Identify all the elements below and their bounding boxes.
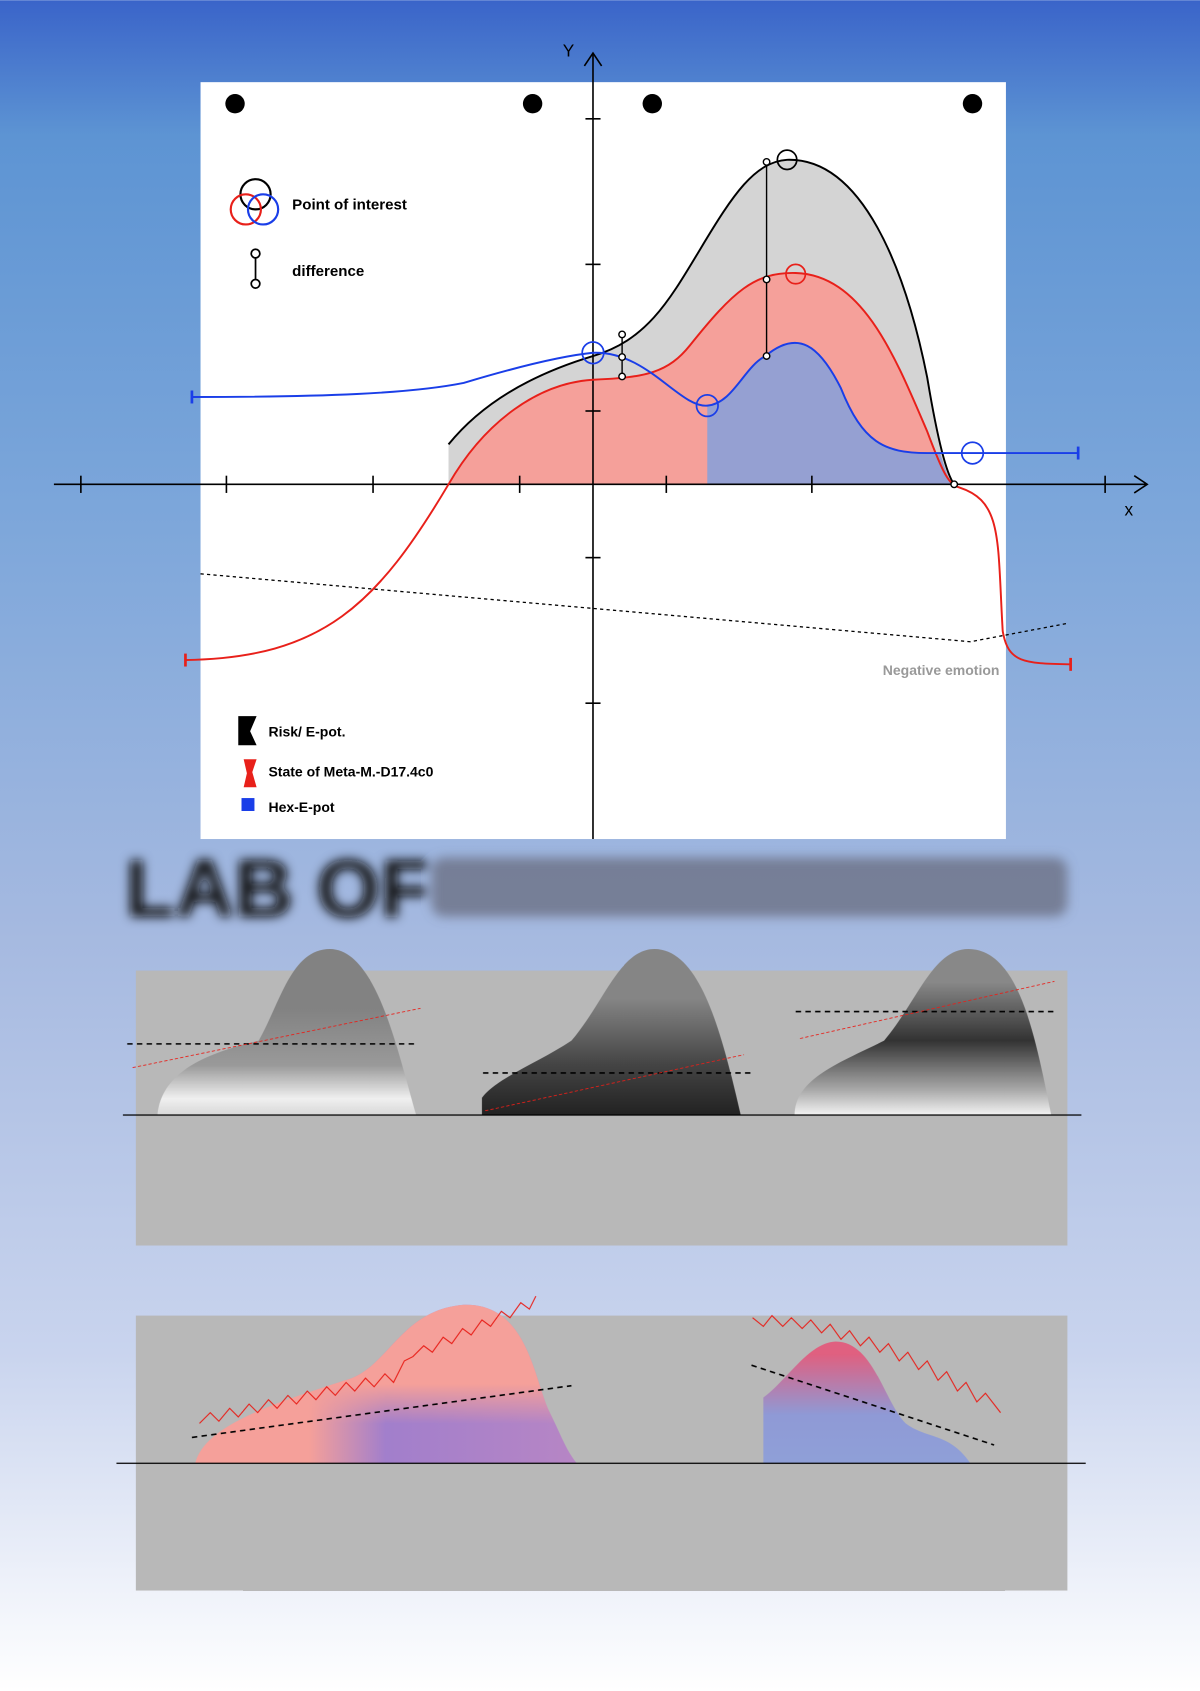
zigzags-part: [199, 1295, 537, 1424]
points-of-interest-part: [695, 393, 719, 418]
headline: LAB OF: [125, 844, 430, 935]
difference-markers-part: [762, 275, 771, 284]
axes-part: [1133, 475, 1149, 494]
points-of-interest-part: [776, 149, 798, 171]
legend-swatch: [243, 759, 257, 788]
zigzags-part: [132, 1007, 421, 1069]
dashed-levels: [191, 1364, 995, 1446]
legend-text: State of Meta-M.-D17.4c0: [268, 763, 433, 779]
legend-text: Point of interest: [292, 196, 407, 213]
zigzags: [199, 1295, 1001, 1424]
legend-swatch: [238, 716, 257, 746]
blurred-headline: LAB OF: [125, 844, 1068, 935]
dashed-trend: [200, 573, 1068, 643]
legend-icon-poi-part: [246, 193, 280, 226]
legend-text: Risk/ E-pot.: [268, 724, 345, 740]
difference-markers-part: [762, 158, 771, 166]
legend-icon-difference-part: [250, 248, 261, 259]
zigzags-part: [799, 980, 1055, 1039]
hump: [794, 949, 1052, 1116]
legend-icon-poi: [229, 178, 280, 226]
legend-icon-difference-part: [250, 278, 261, 289]
points-of-interest-part: [785, 263, 807, 285]
points-of-interest-part: [960, 441, 985, 465]
legend-text: difference: [292, 263, 364, 280]
blue-curve: [191, 341, 1079, 455]
zigzags: [132, 980, 1055, 1112]
difference-markers-part: [618, 330, 627, 339]
corner-dots-part: [962, 94, 983, 114]
corner-dots: [225, 94, 983, 114]
legend-text: Hex-E-pot: [268, 799, 334, 815]
axes-part: [583, 51, 603, 67]
y-axis-label: Y: [563, 40, 575, 60]
zigzags-part: [752, 1314, 1001, 1413]
black-curve: [447, 158, 955, 485]
difference-markers-part: [762, 352, 771, 360]
annotation: Negative emotion: [883, 662, 1000, 678]
zigzags-part: [485, 1054, 745, 1112]
axes: [53, 51, 1149, 840]
corner-dots-part: [642, 94, 662, 114]
difference-markers-part: [618, 372, 627, 381]
legend-swatch: [241, 798, 255, 811]
blurred-headline-part: [431, 857, 1068, 917]
dashed-levels-part: [751, 1364, 995, 1446]
difference-markers: [618, 158, 959, 489]
points-of-interest: [581, 149, 985, 465]
corner-dots-part: [522, 94, 543, 114]
legend-icon-difference: [250, 248, 261, 289]
corner-dots-part: [225, 94, 245, 114]
difference-markers-part: [618, 353, 627, 362]
points-of-interest-part: [581, 341, 605, 365]
red-curve: [185, 272, 1071, 666]
legend-icon-poi-part: [229, 193, 262, 226]
x-axis-label: x: [1125, 500, 1134, 520]
hump: [157, 949, 417, 1116]
difference-markers-part: [950, 480, 959, 489]
dashed-levels: [127, 1010, 1057, 1074]
